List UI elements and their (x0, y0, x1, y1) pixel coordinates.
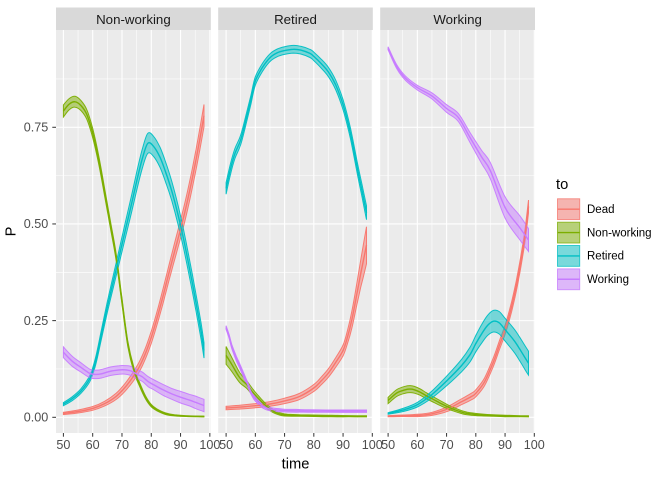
svg-text:70: 70 (115, 438, 129, 452)
svg-text:60: 60 (86, 438, 100, 452)
svg-text:0.00: 0.00 (24, 411, 49, 425)
svg-text:60: 60 (248, 438, 262, 452)
svg-text:80: 80 (307, 438, 321, 452)
svg-text:60: 60 (410, 438, 424, 452)
svg-text:0.25: 0.25 (24, 314, 49, 328)
svg-text:90: 90 (498, 438, 512, 452)
svg-text:to: to (556, 177, 568, 193)
svg-text:time: time (282, 457, 310, 473)
svg-text:0.50: 0.50 (24, 217, 49, 231)
svg-text:Non-working: Non-working (96, 12, 171, 27)
svg-text:Working: Working (587, 274, 629, 286)
svg-text:Retired: Retired (274, 12, 317, 27)
svg-text:70: 70 (440, 438, 454, 452)
svg-text:90: 90 (174, 438, 188, 452)
svg-text:90: 90 (336, 438, 350, 452)
svg-text:50: 50 (219, 438, 233, 452)
svg-text:100: 100 (199, 438, 220, 452)
svg-text:50: 50 (381, 438, 395, 452)
svg-text:100: 100 (362, 438, 383, 452)
svg-text:50: 50 (56, 438, 70, 452)
svg-text:70: 70 (278, 438, 292, 452)
svg-text:Non-working: Non-working (587, 227, 652, 239)
svg-text:0.75: 0.75 (24, 120, 49, 134)
svg-text:Working: Working (433, 12, 482, 27)
svg-text:Retired: Retired (587, 251, 624, 263)
svg-text:P: P (4, 226, 20, 236)
svg-text:Dead: Dead (587, 204, 615, 216)
svg-text:80: 80 (469, 438, 483, 452)
svg-text:100: 100 (524, 438, 545, 452)
svg-text:80: 80 (144, 438, 158, 452)
